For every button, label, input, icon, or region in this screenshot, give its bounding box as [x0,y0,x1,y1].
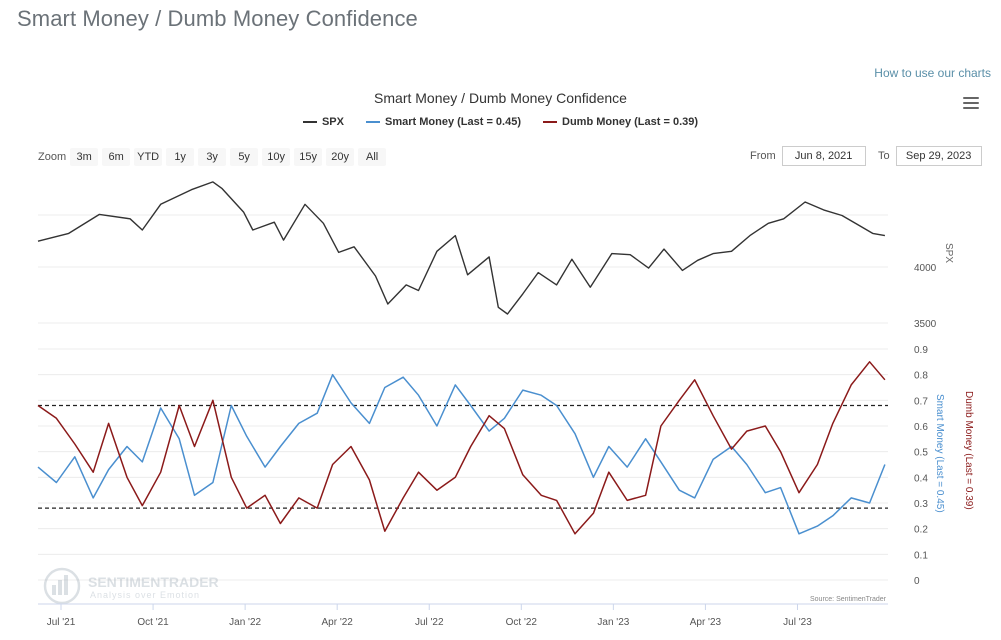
chart-legend: SPX Smart Money (Last = 0.45) Dumb Money… [0,116,1001,128]
spx-line [37,181,886,315]
spx-tick-label: 3500 [914,319,937,330]
zoom-button-15y[interactable]: 15y [294,148,323,166]
watermark-logo-icon [43,567,81,605]
legend-item-dumb-money[interactable]: Dumb Money (Last = 0.39) [543,116,698,128]
zoom-button-5y[interactable]: 5y [230,148,259,166]
zoom-button-ytd[interactable]: YTD [134,148,163,166]
legend-swatch-spx [302,121,317,123]
to-date-input[interactable] [895,146,982,166]
dumb-money-axis-title: Dumb Money (Last = 0.39) [963,391,974,510]
legend-swatch-dumb-money [543,121,558,123]
grid-layer [38,214,888,581]
page-title: Smart Money / Dumb Money Confidence [17,6,418,31]
confidence-tick-label: 0.3 [914,499,928,510]
legend-item-spx[interactable]: SPX [302,116,344,128]
zoom-button-all[interactable]: All [358,148,387,166]
legend-label-dumb-money: Dumb Money (Last = 0.39) [562,116,699,128]
zoom-button-6m[interactable]: 6m [102,148,131,166]
from-label: From [750,150,776,162]
legend-label-smart-money: Smart Money (Last = 0.45) [384,116,522,128]
confidence-tick-label: 0.2 [914,525,928,536]
confidence-tick-label: 0.6 [914,422,928,433]
spx-tick-label: 4000 [914,263,937,274]
confidence-tick-label: 0.4 [914,473,928,484]
confidence-tick-label: 0.8 [914,371,928,382]
zoom-bar: Zoom 3m 6m YTD 1y 3y 5y 10y 15y 20y All [38,148,390,166]
to-label: To [878,150,890,162]
range-from: From [750,146,866,166]
x-tick-label: Jul '22 [415,617,444,628]
zoom-button-10y[interactable]: 10y [262,148,291,166]
x-tick-label: Oct '22 [506,617,538,628]
zoom-button-20y[interactable]: 20y [326,148,355,166]
zoom-label: Zoom [38,151,67,163]
watermark-brand: SENTIMENTRADER [88,574,219,590]
smart-money-axis-title: Smart Money (Last = 0.45) [934,394,945,513]
axis-layer: 4000 3500 0.9 0.8 0.7 0.6 0.5 0.4 0.3 0.2 0.1 0 Jul … [38,263,937,628]
smart-money-line [37,373,886,535]
source-note: Source: SentimenTrader [810,596,887,603]
range-to: To [878,146,982,166]
legend-swatch-smart-money [365,121,380,123]
confidence-tick-label: 0.9 [914,345,928,356]
from-date-input[interactable] [781,146,866,166]
legend-item-smart-money[interactable]: Smart Money (Last = 0.45) [365,116,522,128]
confidence-tick-label: 0.5 [914,448,928,459]
x-tick-label: Jul '21 [47,617,76,628]
hamburger-menu-icon[interactable] [963,97,979,111]
watermark-tagline: Analysis over Emotion [90,590,200,600]
chart-title: Smart Money / Dumb Money Confidence [374,90,627,106]
zoom-button-1y[interactable]: 1y [166,148,195,166]
zoom-button-3m[interactable]: 3m [70,148,99,166]
confidence-tick-label: 0.7 [914,396,928,407]
help-link[interactable]: How to use our charts [874,66,991,80]
dumb-money-line [37,361,886,535]
watermark: SENTIMENTRADER Analysis over Emotion [43,567,219,605]
spx-axis-title: SPX [943,243,954,263]
x-tick-label: Jan '22 [229,617,261,628]
x-tick-label: Apr '23 [690,617,722,628]
series-layer [37,181,886,535]
zoom-button-3y[interactable]: 3y [198,148,227,166]
x-tick-label: Jan '23 [597,617,629,628]
confidence-tick-label: 0 [914,576,920,587]
x-tick-label: Oct '21 [137,617,169,628]
confidence-tick-label: 0.1 [914,550,928,561]
x-tick-label: Apr '22 [322,617,354,628]
legend-label-spx: SPX [321,116,344,128]
x-tick-label: Jul '23 [783,617,812,628]
